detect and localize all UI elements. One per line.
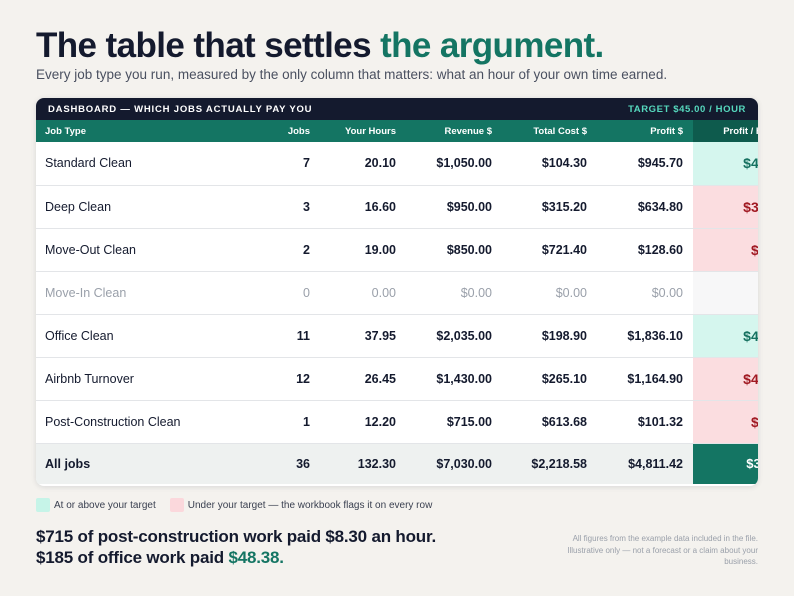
cell-revenue: $950.00 xyxy=(446,199,492,214)
cell-hours: 37.95 xyxy=(364,328,396,343)
total-profit: $4,811.42 xyxy=(628,456,683,471)
table-row: Move-Out Clean 2 19.00 $850.00 $721.40 $… xyxy=(36,228,758,271)
headline: The table that settles the argument. xyxy=(36,26,604,66)
cell-total-cost: $104.30 xyxy=(541,156,587,171)
cell-profit: $128.60 xyxy=(637,242,683,257)
cell-profit-per-hour: $47.05 xyxy=(693,142,758,185)
cell-total-cost: $0.00 xyxy=(555,285,587,300)
cell-profit: $1,836.10 xyxy=(627,328,683,343)
cell-jobs: 2 xyxy=(303,242,310,257)
cell-revenue: $1,050.00 xyxy=(436,156,492,171)
cell-jobs: 0 xyxy=(303,285,310,300)
callout-line-2-accent: $48.38. xyxy=(228,548,284,567)
total-profit-per-hour: $36.37 xyxy=(693,443,758,484)
cell-job-type: Post-Construction Clean xyxy=(45,414,181,429)
dashboard-card: DASHBOARD — WHICH JOBS ACTUALLY PAY YOU … xyxy=(36,98,758,486)
cell-job-type: Standard Clean xyxy=(45,156,132,171)
cell-hours: 20.10 xyxy=(364,156,396,171)
cell-job-type: Office Clean xyxy=(45,328,114,343)
target-rate: TARGET $45.00 / HOUR xyxy=(628,103,746,115)
cell-job-type: Airbnb Turnover xyxy=(45,371,134,386)
cell-jobs: 11 xyxy=(296,328,310,343)
cell-hours: 0.00 xyxy=(371,285,396,300)
cell-revenue: $0.00 xyxy=(460,285,492,300)
cell-jobs: 7 xyxy=(303,156,310,171)
callout-line-2: $185 of office work paid $48.38. xyxy=(36,547,436,568)
cell-profit-per-hour: $38.24 xyxy=(693,185,758,228)
cell-profit-per-hour: $44.04 xyxy=(693,357,758,400)
total-row: All jobs 36 132.30 $7,030.00 $2,218.58 $… xyxy=(36,443,758,484)
cell-revenue: $850.00 xyxy=(446,242,492,257)
legend-good-swatch xyxy=(36,498,50,512)
footnote: All figures from the example data includ… xyxy=(567,534,758,566)
cell-profit: $1,164.90 xyxy=(627,371,683,386)
cell-profit-per-hour: $48.38 xyxy=(693,314,758,357)
legend: At or above your target Under your targe… xyxy=(36,498,432,512)
cell-job-type: Move-In Clean xyxy=(45,285,127,300)
cell-profit: $945.70 xyxy=(637,156,683,171)
jobs-table: Job Type Jobs Your Hours Revenue $ Total… xyxy=(36,120,758,484)
total-cost: $2,218.58 xyxy=(531,456,587,471)
cell-profit: $634.80 xyxy=(637,199,683,214)
header-total-cost: Total Cost $ xyxy=(533,125,587,137)
callout-line-2-prefix: $185 of office work paid xyxy=(36,548,229,567)
header-profit-per-hour: Profit / Hour $ xyxy=(693,120,758,142)
table-header-row: Job Type Jobs Your Hours Revenue $ Total… xyxy=(36,120,758,142)
subheadline: Every job type you run, measured by the … xyxy=(36,67,668,82)
legend-bad-label: Under your target — the workbook flags i… xyxy=(187,499,433,511)
table-row: Office Clean 11 37.95 $2,035.00 $198.90 … xyxy=(36,314,758,357)
legend-good-label: At or above your target xyxy=(54,499,156,511)
cell-total-cost: $265.10 xyxy=(541,371,587,386)
cell-job-type: Move-Out Clean xyxy=(45,242,137,257)
cell-revenue: $1,430.00 xyxy=(436,371,492,386)
table-row: Move-In Clean 0 0.00 $0.00 $0.00 $0.00 — xyxy=(36,271,758,314)
header-jobs: Jobs xyxy=(287,125,310,137)
cell-revenue: $715.00 xyxy=(446,414,492,429)
cell-job-type: Deep Clean xyxy=(45,199,112,214)
bottom-callout: $715 of post-construction work paid $8.3… xyxy=(36,526,436,568)
cell-jobs: 3 xyxy=(303,199,310,214)
cell-total-cost: $198.90 xyxy=(541,328,587,343)
dashboard-header: DASHBOARD — WHICH JOBS ACTUALLY PAY YOU … xyxy=(36,98,758,120)
cell-hours: 12.20 xyxy=(364,414,396,429)
total-revenue: $7,030.00 xyxy=(436,456,492,471)
total-label: All jobs xyxy=(45,456,91,471)
callout-line-1: $715 of post-construction work paid $8.3… xyxy=(36,527,436,546)
cell-profit-per-hour: $6.77 xyxy=(693,228,758,271)
table-row: Airbnb Turnover 12 26.45 $1,430.00 $265.… xyxy=(36,357,758,400)
table-row: Deep Clean 3 16.60 $950.00 $315.20 $634.… xyxy=(36,185,758,228)
header-job-type: Job Type xyxy=(45,125,86,137)
headline-accent: the argument. xyxy=(380,26,604,65)
cell-profit-per-hour: — xyxy=(693,271,758,314)
cell-profit: $101.32 xyxy=(637,414,683,429)
cell-jobs: 1 xyxy=(303,414,310,429)
cell-revenue: $2,035.00 xyxy=(436,328,492,343)
table-row: Post-Construction Clean 1 12.20 $715.00 … xyxy=(36,400,758,443)
header-hours: Your Hours xyxy=(344,125,396,137)
cell-profit: $0.00 xyxy=(651,285,683,300)
cell-hours: 19.00 xyxy=(364,242,396,257)
total-hours: 132.30 xyxy=(357,456,396,471)
cell-jobs: 12 xyxy=(296,371,310,386)
header-revenue: Revenue $ xyxy=(444,125,492,137)
cell-total-cost: $613.68 xyxy=(541,414,587,429)
headline-main: The table that settles xyxy=(36,26,381,65)
dashboard-title: DASHBOARD — WHICH JOBS ACTUALLY PAY YOU xyxy=(48,103,313,115)
cell-hours: 16.60 xyxy=(364,199,396,214)
total-jobs: 36 xyxy=(296,456,310,471)
cell-total-cost: $315.20 xyxy=(541,199,587,214)
legend-bad-swatch xyxy=(169,498,184,512)
cell-hours: 26.45 xyxy=(364,371,396,386)
table-row: Standard Clean 7 20.10 $1,050.00 $104.30… xyxy=(36,142,758,185)
cell-total-cost: $721.40 xyxy=(541,242,587,257)
cell-profit-per-hour: $8.30 xyxy=(693,400,758,443)
header-profit: Profit $ xyxy=(650,125,683,137)
